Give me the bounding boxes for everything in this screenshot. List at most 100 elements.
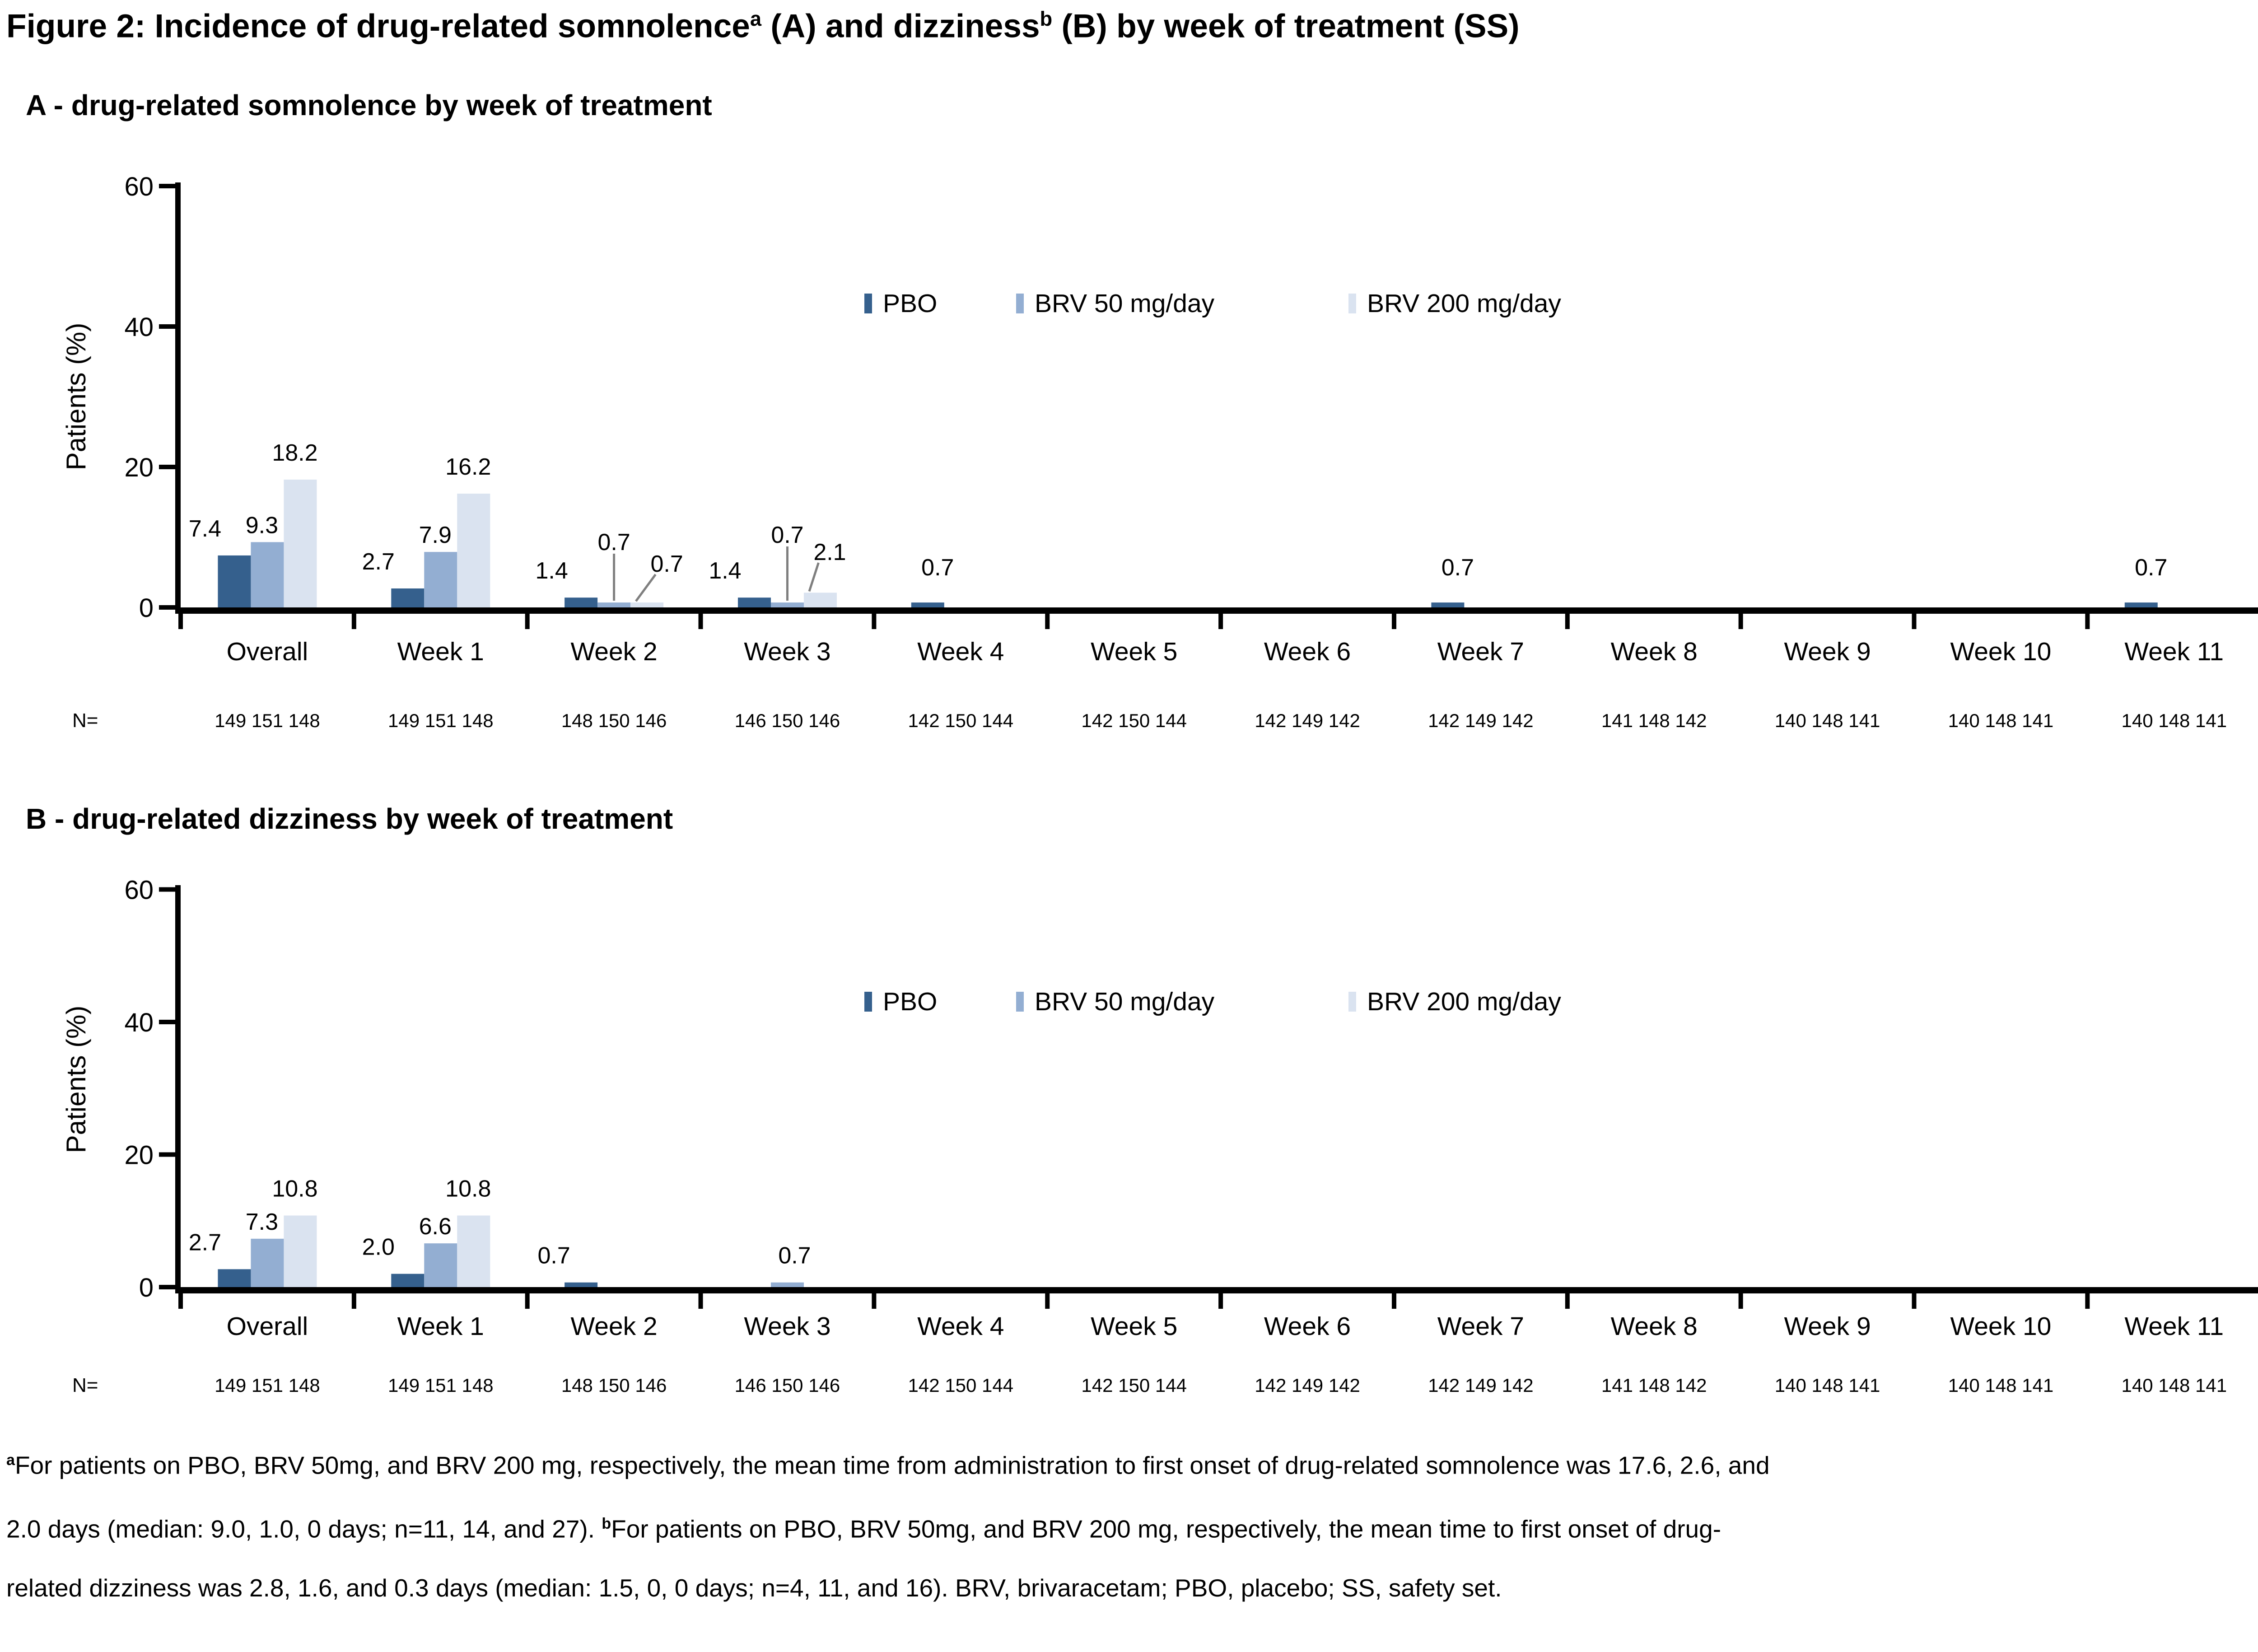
bar-brv-50-mg/day-week-3 [770, 602, 804, 607]
n-value: 140 148 141 [1948, 1375, 2054, 1396]
n-value: 140 148 141 [2121, 710, 2227, 731]
n-value: 140 148 141 [1775, 1375, 1880, 1396]
n-row-label: N= [72, 1374, 98, 1396]
category-label: Week 9 [1784, 637, 1871, 666]
y-tick [159, 1020, 175, 1024]
bar-value-label: 16.2 [445, 454, 491, 480]
legend-item-brv50: BRV 50 mg/day [1016, 289, 1215, 318]
category-label: Week 1 [397, 637, 484, 666]
y-tick [159, 887, 175, 892]
bar-value-label: 9.3 [246, 512, 278, 538]
bar-brv-50-mg/day-week-1 [424, 552, 457, 607]
bar-brv-50-mg/day-week-3 [770, 1282, 804, 1287]
y-tick [159, 324, 175, 329]
x-tick [1218, 1293, 1223, 1309]
pbo-swatch-icon [864, 294, 872, 313]
category-label: Overall [227, 637, 308, 666]
brv200-swatch-icon [1348, 294, 1356, 313]
bar-value-label: 0.7 [921, 555, 954, 581]
x-tick [1391, 614, 1396, 629]
bar-value-label: 2.1 [813, 539, 846, 565]
category-label: Week 6 [1264, 637, 1351, 666]
n-value: 142 149 142 [1255, 1375, 1360, 1396]
bar-pbo-week-1 [391, 588, 425, 607]
x-tick [351, 614, 356, 629]
bar-pbo-overall [218, 1269, 251, 1287]
legend-label-brv50: BRV 50 mg/day [1035, 289, 1215, 318]
bar-pbo-week-4 [911, 602, 944, 607]
bar-value-label: 1.4 [535, 558, 568, 584]
footnote-line-3: related dizziness was 2.8, 1.6, and 0.3 … [6, 1573, 1502, 1602]
n-value: 140 148 141 [1775, 710, 1880, 731]
x-tick [1045, 614, 1050, 629]
n-row-label: N= [72, 709, 98, 732]
bar-brv-50-mg/day-overall [251, 542, 284, 607]
y-axis [175, 885, 181, 1293]
n-value: 140 148 141 [1948, 710, 2054, 731]
y-tick-label: 40 [124, 313, 154, 342]
x-tick [178, 614, 183, 629]
pbo-swatch-icon [864, 992, 872, 1012]
n-value: 142 149 142 [1428, 1375, 1534, 1396]
n-value: 148 150 146 [561, 1375, 667, 1396]
callout-line [635, 574, 657, 602]
y-axis [175, 182, 181, 614]
bar-value-label: 10.8 [445, 1176, 491, 1202]
bar-value-label: 0.7 [537, 1243, 570, 1269]
n-value: 142 149 142 [1428, 710, 1534, 731]
x-tick [1045, 1293, 1050, 1309]
x-tick [2085, 614, 2090, 629]
y-tick-label: 20 [124, 1141, 154, 1170]
panel-b-title: B - drug-related dizziness by week of tr… [26, 803, 673, 835]
legend-label-pbo: PBO [883, 987, 938, 1016]
y-tick [159, 1152, 175, 1157]
n-value: 149 151 148 [215, 710, 320, 731]
x-axis [175, 607, 2258, 614]
legend-item-pbo: PBO [864, 289, 938, 318]
n-value: 142 150 144 [908, 710, 1014, 731]
bar-value-label: 18.2 [272, 440, 317, 466]
bar-value-label: 10.8 [272, 1176, 317, 1202]
x-tick [178, 1293, 183, 1309]
bar-value-label: 0.7 [650, 551, 683, 577]
footnote-marker-a: a [6, 1451, 15, 1469]
category-label: Week 6 [1264, 1312, 1351, 1341]
bar-value-label: 7.9 [419, 522, 452, 548]
n-value: 142 150 144 [908, 1375, 1014, 1396]
bar-value-label: 0.7 [1442, 555, 1474, 581]
bar-brv-50-mg/day-week-2 [597, 602, 631, 607]
category-label: Week 5 [1091, 637, 1177, 666]
y-tick-label: 0 [139, 593, 154, 623]
category-label: Week 10 [1950, 637, 2051, 666]
category-label: Week 11 [2124, 637, 2224, 666]
bar-pbo-week-2 [564, 597, 598, 607]
n-value: 140 148 141 [2121, 1375, 2227, 1396]
n-value: 142 150 144 [1081, 1375, 1187, 1396]
bar-brv-200-mg/day-overall [284, 479, 317, 607]
footnote: aFor patients on PBO, BRV 50mg, and BRV … [6, 1431, 2258, 1617]
legend-label-pbo: PBO [883, 289, 938, 318]
figure-title: Figure 2: Incidence of drug-related somn… [6, 7, 1520, 45]
x-tick [1391, 1293, 1396, 1309]
bar-brv-200-mg/day-overall [284, 1215, 317, 1287]
y-tick [159, 1285, 175, 1289]
n-value: 142 149 142 [1255, 710, 1360, 731]
n-value: 149 151 148 [215, 1375, 320, 1396]
legend-label-brv50: BRV 50 mg/day [1035, 987, 1215, 1016]
category-label: Week 11 [2124, 1312, 2224, 1341]
n-value: 142 150 144 [1081, 710, 1187, 731]
y-tick [159, 605, 175, 610]
n-value: 146 150 146 [735, 710, 840, 731]
legend-label-brv200: BRV 200 mg/day [1367, 987, 1561, 1016]
bar-brv-200-mg/day-week-1 [457, 494, 490, 607]
bar-pbo-overall [218, 555, 251, 607]
y-tick [159, 184, 175, 188]
n-value: 141 148 142 [1601, 710, 1707, 731]
y-tick-label: 20 [124, 453, 154, 482]
category-label: Week 1 [397, 1312, 484, 1341]
bar-value-label: 2.7 [362, 549, 395, 575]
bar-pbo-week-3 [737, 597, 771, 607]
category-label: Week 7 [1437, 1312, 1524, 1341]
bar-brv-200-mg/day-week-2 [630, 602, 664, 607]
